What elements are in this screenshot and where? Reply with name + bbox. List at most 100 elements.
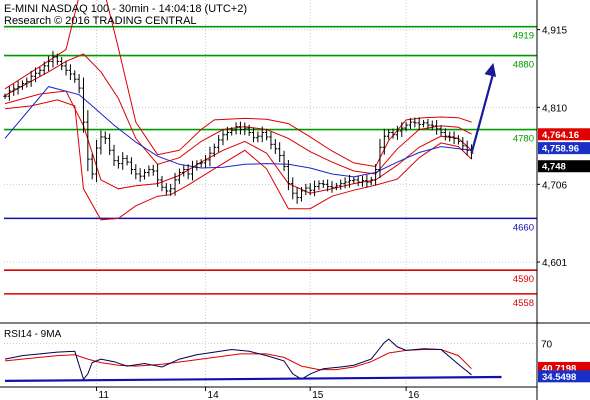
price-bar	[11, 83, 16, 96]
price-bar	[59, 57, 64, 71]
y-tick-label-2: 4,706	[542, 180, 567, 191]
price-bar	[404, 121, 408, 132]
price-bar	[16, 80, 20, 95]
price-bar	[203, 154, 208, 168]
price-bar	[129, 157, 134, 175]
price-bar	[352, 177, 356, 184]
price-bar	[221, 129, 225, 146]
price-bar	[68, 64, 73, 81]
price-bar	[243, 122, 247, 136]
moving-average-line	[4, 86, 472, 178]
price-bar	[229, 127, 234, 136]
price-bar	[461, 137, 465, 151]
price-bar	[325, 179, 330, 192]
price-tag-2-text: 4,748	[542, 162, 566, 173]
price-levels: 4919 4880 4780 4660 4590 4558	[4, 25, 537, 309]
price-tag-0-text: 4,764.16	[542, 130, 579, 141]
price-bar	[64, 60, 68, 76]
price-tag-2: 4,748	[538, 160, 590, 173]
price-bar	[238, 121, 243, 135]
price-bar	[456, 135, 461, 145]
price-bar	[86, 110, 90, 172]
price-bar	[195, 160, 199, 171]
level-label-4880: 4880	[513, 60, 534, 71]
rsi-panel: 70	[0, 322, 590, 382]
price-bar	[216, 135, 221, 153]
level-label-4919: 4919	[513, 31, 534, 42]
bollinger-upper-line	[4, 0, 472, 168]
x-tick-label-15: 15	[312, 390, 324, 400]
y-axis: 4,915 4,810 4,706 4,601	[536, 0, 567, 400]
price-bar	[421, 119, 426, 128]
price-bar	[138, 168, 142, 182]
price-bar	[417, 117, 421, 130]
price-bar	[447, 131, 452, 142]
price-bar	[295, 187, 299, 204]
price-bar	[290, 177, 295, 200]
price-bar	[273, 139, 278, 155]
price-bar	[81, 77, 86, 133]
price-bar	[38, 67, 42, 77]
price-bar	[51, 50, 55, 68]
price-bar	[391, 128, 395, 139]
price-bar	[443, 128, 448, 141]
price-tag-1-box	[538, 142, 590, 155]
price-bar	[173, 172, 177, 196]
y-tick-label-3: 4,601	[542, 258, 567, 269]
price-bar	[356, 175, 360, 187]
chart-copyright: Research © 2016 TRADING CENTRAL	[4, 15, 197, 27]
rsi-tag-1-box	[538, 370, 590, 383]
price-bar	[46, 56, 51, 72]
rsi-trend-line	[4, 375, 502, 382]
price-tag-0: 4,764.16	[538, 128, 590, 141]
price-bar	[426, 118, 430, 130]
price-bar	[212, 143, 217, 157]
price-tag-1: 4,758.96	[538, 142, 590, 155]
price-bar	[382, 128, 387, 155]
price-bar	[365, 175, 369, 188]
price-bar	[25, 77, 29, 88]
price-bar	[42, 61, 47, 75]
price-bar	[413, 117, 417, 128]
price-bar	[408, 118, 413, 130]
price-bar	[190, 160, 195, 181]
price-bar	[164, 183, 169, 196]
projection-arrow	[470, 62, 497, 154]
price-bar	[142, 169, 147, 180]
price-bar	[160, 175, 164, 192]
level-label-4558: 4558	[513, 298, 534, 309]
price-bar	[94, 139, 99, 183]
chart-title: E-MINI NASDAQ 100 - 30min - 14:04:18 (UT…	[4, 3, 247, 15]
price-bar	[55, 53, 60, 65]
price-bar	[177, 168, 182, 184]
rsi-tag-0-text: 40.7198	[542, 363, 576, 374]
rsi-tag-1-text: 34.5498	[542, 372, 576, 383]
level-label-4590: 4590	[513, 274, 534, 285]
x-tick-label-16: 16	[408, 390, 420, 400]
price-bar	[90, 153, 94, 180]
price-bar	[155, 164, 160, 187]
price-bar	[378, 138, 382, 178]
rsi-tick-label-0: 70	[541, 339, 553, 350]
price-bar	[304, 183, 308, 196]
price-tag-2-box	[538, 160, 590, 173]
price-bar	[234, 122, 238, 135]
price-bar	[29, 70, 33, 87]
price-bar	[299, 187, 304, 202]
price-bar	[168, 183, 173, 196]
price-bar	[286, 159, 291, 191]
price-bar	[277, 142, 282, 162]
price-tag-0-box	[538, 128, 590, 141]
price-bar	[308, 183, 312, 196]
rsi-tag-1: 34.5498	[538, 370, 590, 383]
price-bar	[116, 155, 121, 169]
y-tick-label-0: 4,915	[542, 26, 567, 37]
x-axis: 11 14 15 16	[0, 386, 537, 400]
price-bar	[282, 150, 286, 172]
price-bar	[99, 130, 103, 155]
rsi-title: RSI14 - 9MA	[4, 329, 62, 340]
price-bar	[338, 179, 343, 190]
